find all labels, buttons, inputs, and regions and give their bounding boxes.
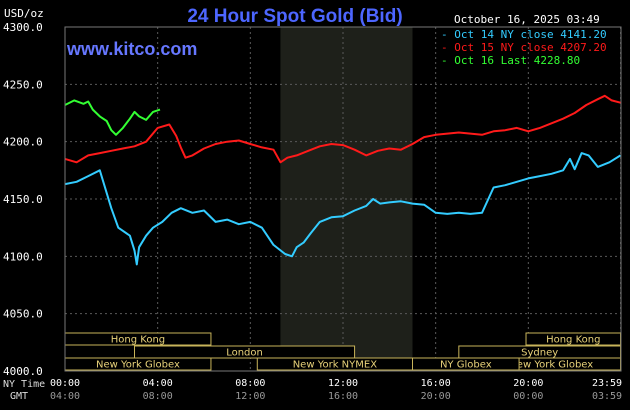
y-tick-label: 4150.0 (3, 193, 43, 206)
legend: - Oct 14 NY close 4141.20- Oct 15 NY clo… (441, 28, 607, 67)
y-tick-label: 4300.0 (3, 21, 43, 34)
session-label: Hong Kong (111, 335, 165, 346)
session-label: Hong Kong (546, 335, 600, 346)
y-axis-labels: 4300.0 4250.0 4200.0 4150.0 4100.0 4050.0 4000… (3, 21, 43, 378)
series-line (64, 94, 621, 164)
date-label: October 16, 2025 03:49 (454, 13, 600, 26)
plot-frame (64, 26, 622, 372)
session-label: London (226, 348, 263, 359)
session-label: New York NYMEX (293, 360, 378, 371)
ny-tick-label: 12:00 (328, 378, 358, 389)
ny-tick-label: 08:00 (235, 378, 265, 389)
gmt-tick-label: 12:00 (235, 391, 265, 402)
session-label: New York Globex (509, 360, 593, 371)
ny-time-label: NY Time (3, 379, 45, 390)
y-tick-label: 4100.0 (3, 250, 43, 263)
ny-tick-label: 16:00 (421, 378, 451, 389)
session-box (134, 345, 356, 359)
gmt-tick-label: 04:00 (50, 391, 80, 402)
session-label: New York Globex (96, 360, 180, 371)
gmt-tick-label: 03:59 (592, 391, 622, 402)
unit-label: USD/oz (4, 7, 44, 20)
y-tick-label: 4000.0 (3, 365, 43, 378)
series-line (64, 152, 622, 266)
price-series (64, 94, 622, 266)
session-label: NY Globex (440, 360, 492, 371)
legend-entry: - Oct 15 NY close 4207.20 (441, 41, 607, 54)
chart-title: 24 Hour Spot Gold (Bid) (187, 6, 402, 27)
gmt-tick-label: 20:00 (421, 391, 451, 402)
gmt-tick-label: 00:00 (513, 391, 543, 402)
gmt-tick-label: 16:00 (328, 391, 358, 402)
gmt-tick-label: 08:00 (143, 391, 173, 402)
kitco-watermark: www.kitco.com (66, 39, 197, 59)
y-tick-label: 4250.0 (3, 78, 43, 91)
y-tick-label: 4050.0 (3, 308, 43, 321)
series-line (64, 99, 161, 136)
gmt-label: GMT (10, 391, 28, 402)
ny-tick-label: 04:00 (143, 378, 173, 389)
ny-tick-label: 20:00 (513, 378, 543, 389)
legend-entry: - Oct 14 NY close 4141.20 (441, 28, 607, 41)
y-tick-label: 4200.0 (3, 136, 43, 149)
legend-entry: - Oct 16 Last 4228.80 (441, 54, 580, 67)
ny-tick-label: 23:59 (592, 378, 622, 389)
ny-tick-label: 00:00 (50, 378, 80, 389)
x-axis-labels: 00:00 04:00 04:00 08:00 08:00 12:00 12:00 16:00… (50, 378, 622, 402)
session-label: Sydney (521, 348, 558, 359)
